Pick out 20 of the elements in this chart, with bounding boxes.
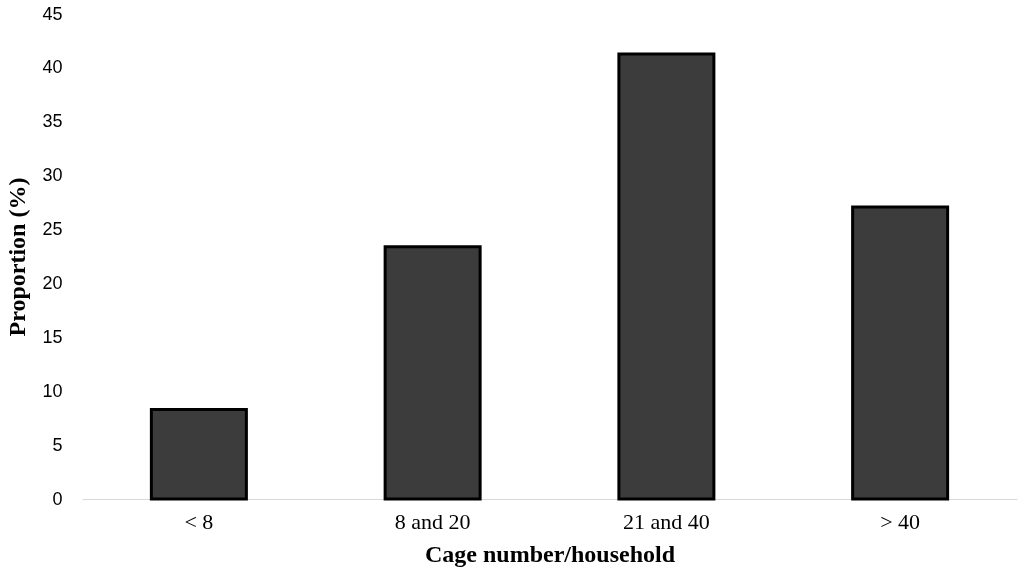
y-tick-label: 5 xyxy=(52,434,63,455)
x-tick-label: 8 and 20 xyxy=(394,508,471,534)
bar xyxy=(149,408,248,501)
x-tick-label: 21 and 40 xyxy=(622,508,710,534)
x-tick-label: > 40 xyxy=(880,508,921,534)
bar xyxy=(851,205,950,501)
y-tick-label: 30 xyxy=(42,165,63,186)
y-tick-label: 45 xyxy=(42,3,63,24)
y-axis-title: Proportion (%) xyxy=(4,177,31,337)
x-axis-title: Cage number/household xyxy=(424,540,676,567)
bar xyxy=(383,245,482,501)
bar xyxy=(617,52,716,501)
y-tick-label: 15 xyxy=(42,326,63,347)
y-tick-label: 0 xyxy=(52,488,63,509)
y-tick-label: 20 xyxy=(42,272,63,293)
y-tick-label: 25 xyxy=(42,219,63,240)
y-tick-label: 35 xyxy=(42,111,63,132)
x-tick-label: < 8 xyxy=(184,508,214,534)
y-tick-label: 10 xyxy=(42,380,63,401)
y-tick-label: 40 xyxy=(42,57,63,78)
